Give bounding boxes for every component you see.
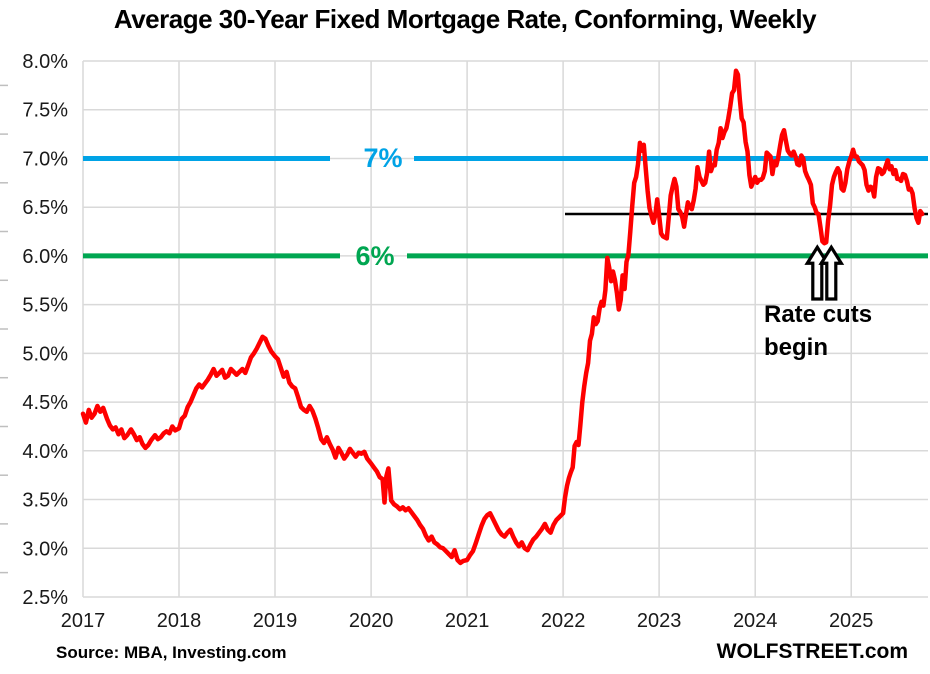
x-axis-label: 2019: [253, 610, 298, 632]
y-axis-label: 8.0%: [22, 51, 68, 73]
x-axis-label: 2022: [541, 610, 586, 632]
x-axis-label: 2023: [637, 610, 682, 632]
y-axis-label: 6.5%: [22, 197, 68, 219]
y-axis-label: 4.5%: [22, 392, 68, 414]
y-axis-label: 3.0%: [22, 538, 68, 560]
y-axis-label: 5.5%: [22, 295, 68, 317]
x-axis-label: 2025: [829, 610, 874, 632]
y-axis-label: 6.0%: [22, 246, 68, 268]
x-axis-label: 2020: [349, 610, 394, 632]
y-axis-label: 7.0%: [22, 149, 68, 171]
x-axis-label: 2024: [733, 610, 778, 632]
y-axis-label: 5.0%: [22, 343, 68, 365]
x-axis-label: 2021: [445, 610, 490, 632]
y-axis-label: 7.5%: [22, 100, 68, 122]
y-axis-label: 4.0%: [22, 441, 68, 463]
chart-title: Average 30-Year Fixed Mortgage Rate, Con…: [113, 4, 817, 34]
source-note: Source: MBA, Investing.com: [56, 643, 287, 662]
x-axis-label: 2017: [61, 610, 106, 632]
y-axis-label: 2.5%: [22, 587, 68, 609]
ref-label-6pct: 6%: [355, 241, 395, 271]
annotation-rate-cuts-begin: Rate cuts begin: [764, 301, 873, 362]
y-axis-label: 3.5%: [22, 490, 68, 512]
up-arrow-icon: [818, 244, 845, 301]
ref-label-7pct: 7%: [363, 143, 403, 173]
x-axis-label: 2018: [157, 610, 202, 632]
rate-line: [80, 68, 925, 566]
watermark-wolfstreet: WOLFSTREET.com: [716, 640, 908, 663]
